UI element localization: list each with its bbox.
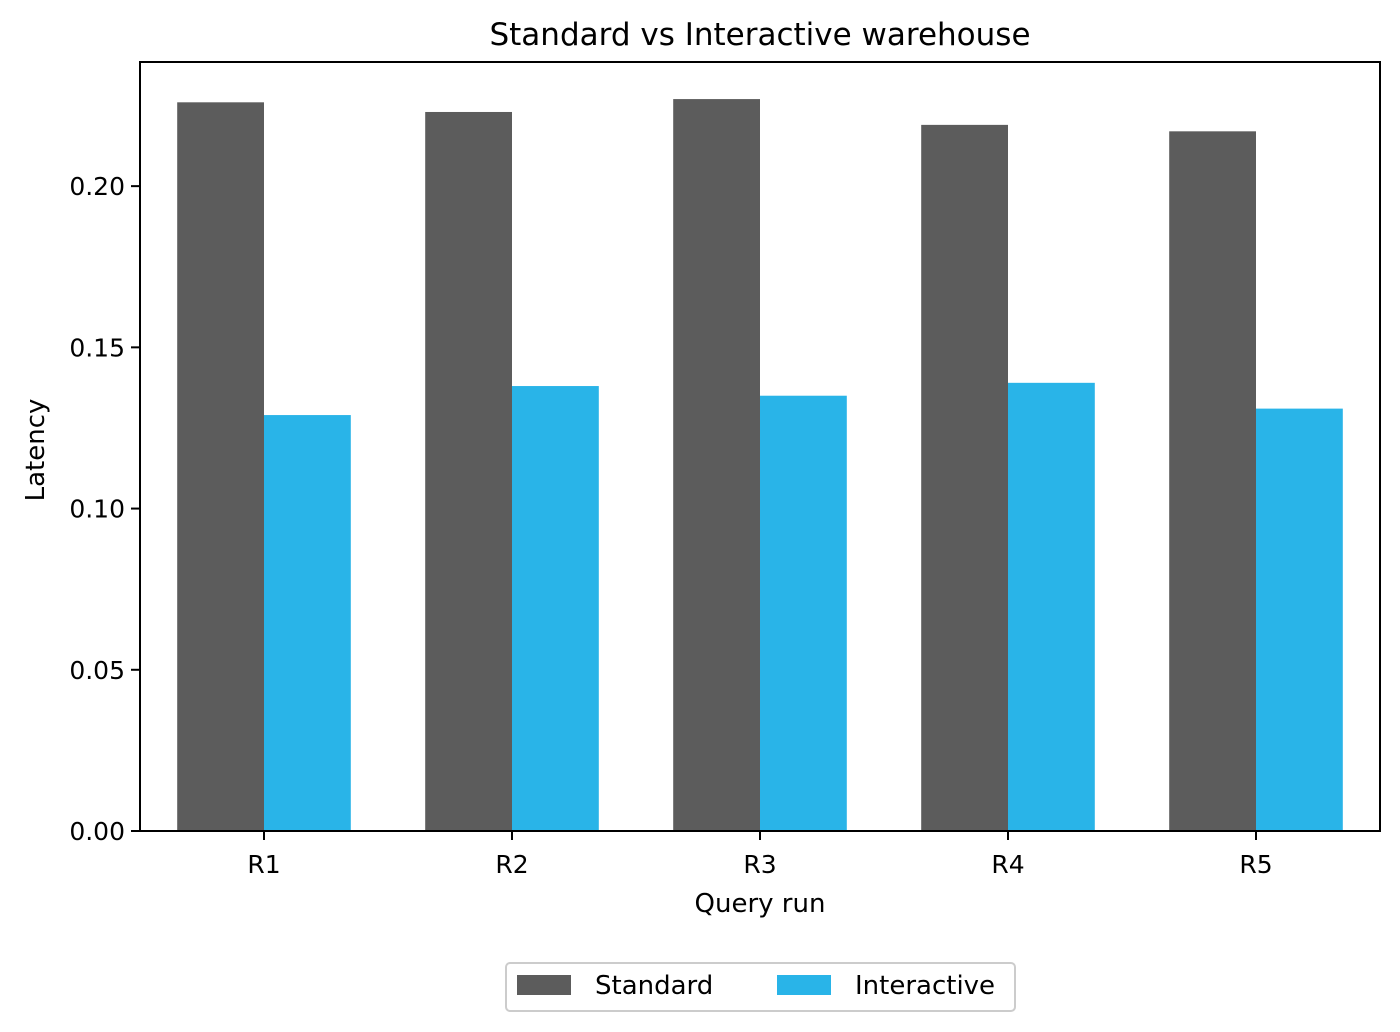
x-axis-label: Query run xyxy=(695,889,826,919)
y-tick-label: 0.10 xyxy=(69,495,125,524)
chart-title: Standard vs Interactive warehouse xyxy=(489,17,1030,53)
plot-frame xyxy=(139,61,1381,832)
bar-interactive-r2 xyxy=(512,386,599,831)
legend-frame xyxy=(505,962,1016,1012)
bar-standard-r5 xyxy=(1169,131,1256,831)
legend-swatch-interactive xyxy=(777,975,831,995)
x-tick-label: R5 xyxy=(1239,850,1272,879)
legend: Standard Interactive xyxy=(505,962,1016,1012)
bar-standard-r4 xyxy=(921,124,1008,832)
legend-label-standard: Standard xyxy=(595,971,713,1001)
y-tick-label: 0.15 xyxy=(69,333,125,362)
y-tick-label: 0.20 xyxy=(69,172,125,201)
bar-standard-r2 xyxy=(425,111,512,832)
bar-interactive-r5 xyxy=(1256,408,1343,831)
x-tick-label: R2 xyxy=(495,850,528,879)
bar-interactive-r1 xyxy=(264,415,351,831)
x-tick-label: R4 xyxy=(991,850,1024,879)
bar-interactive-r3 xyxy=(760,395,847,831)
legend-label-interactive: Interactive xyxy=(855,971,995,1001)
bar-standard-r1 xyxy=(177,102,264,832)
y-tick-label: 0.00 xyxy=(69,817,125,846)
y-tick-label: 0.05 xyxy=(69,656,125,685)
legend-swatch-standard xyxy=(517,975,571,995)
x-tick-label: R3 xyxy=(743,850,776,879)
bar-interactive-r4 xyxy=(1008,382,1095,831)
y-axis-label: Latency xyxy=(21,399,51,502)
plot-area: 0.00 0.05 0.10 0.15 0.20 R1 R2 R3 R4 R5 xyxy=(69,99,1343,879)
x-tick-label: R1 xyxy=(247,850,280,879)
bar-standard-r3 xyxy=(673,99,760,832)
